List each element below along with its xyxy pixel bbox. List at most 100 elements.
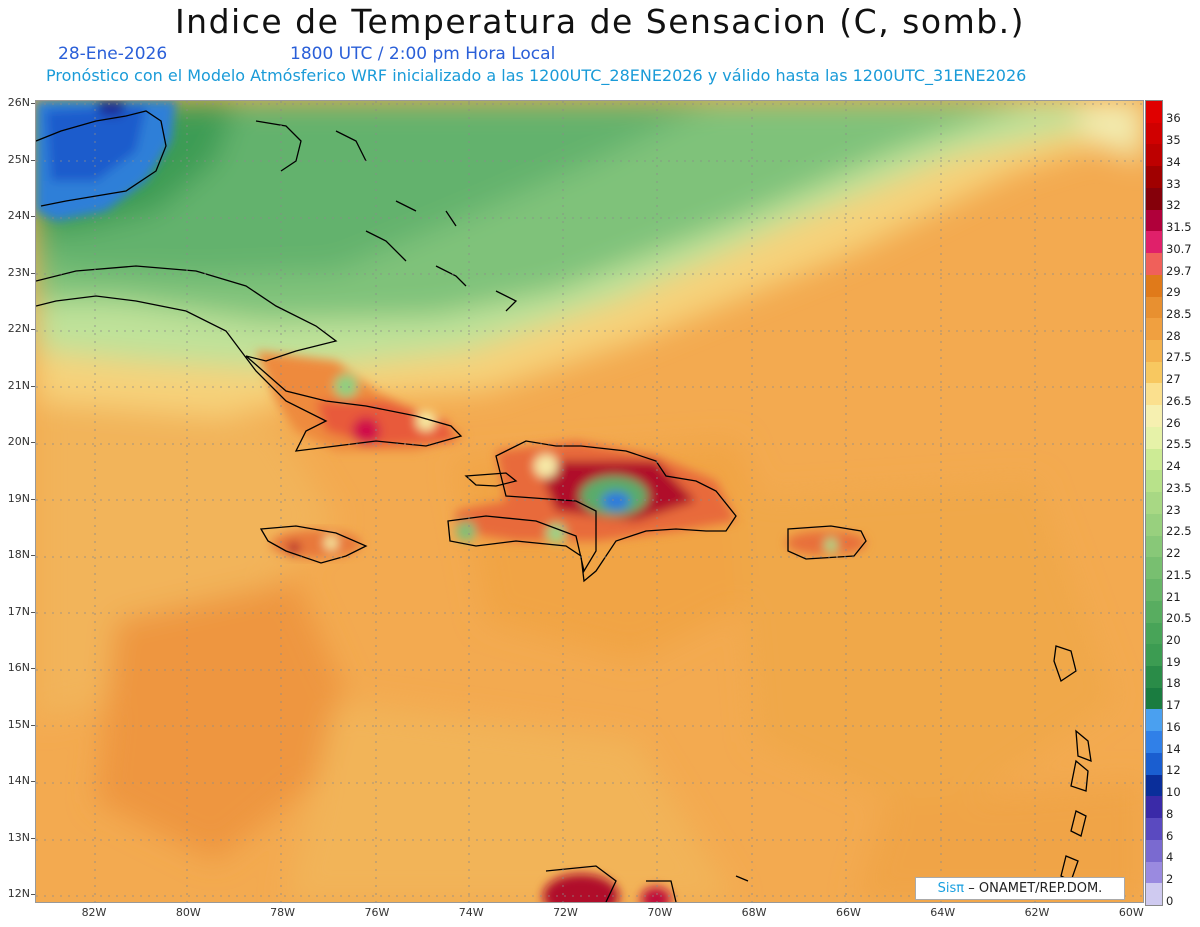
- colorbar-label: 22: [1166, 546, 1181, 561]
- colorbar-label: 35: [1166, 133, 1181, 148]
- colorbar-label: 18: [1166, 676, 1181, 691]
- lesser-antilles-coast: [1053, 645, 1077, 683]
- colorbar-cell: [1146, 796, 1162, 819]
- colorbar-label: 0: [1166, 893, 1174, 908]
- colorbar-cell: [1146, 448, 1162, 471]
- colorbar-cell: [1146, 839, 1162, 863]
- warm-region-puerto-rico: [786, 531, 866, 555]
- colorbar-cell: [1146, 187, 1162, 211]
- colorbar-cell: [1146, 731, 1162, 754]
- colorbar-label: 10: [1166, 785, 1181, 800]
- lat-label: 22N: [7, 322, 30, 335]
- colorbar-cell: [1146, 492, 1162, 515]
- colorbar-label: 21.5: [1166, 567, 1192, 582]
- coastlines: [36, 110, 1092, 902]
- lon-label: 60W: [1118, 906, 1144, 919]
- colorbar-label: 33: [1166, 176, 1181, 191]
- temperature-field: [36, 101, 1143, 902]
- map-title: Indice de Temperatura de Sensacion (C, s…: [174, 2, 1026, 41]
- lat-tick: [31, 611, 35, 613]
- lat-label: 14N: [7, 774, 30, 787]
- colorbar-label: 30.7: [1166, 241, 1192, 256]
- colorbar-cell: [1146, 318, 1162, 341]
- tci-coast: [464, 472, 518, 487]
- lat-tick: [31, 781, 35, 782]
- colorbar-cell: [1146, 861, 1162, 884]
- colorbar-cell: [1146, 709, 1162, 732]
- lat-tick: [31, 216, 35, 217]
- model-description: Pronóstico con el Modelo Atmósferico WRF…: [46, 66, 1027, 85]
- colorbar-cell: [1146, 296, 1162, 319]
- colorbar-cell: [1146, 209, 1162, 232]
- colorbar-label: 16: [1166, 719, 1181, 734]
- lat-label: 16N: [7, 661, 30, 674]
- colorbar-label: 28: [1166, 328, 1181, 343]
- lat-label: 13N: [7, 830, 30, 844]
- lat-label: 15N: [7, 717, 30, 731]
- lat-label: 24N: [7, 209, 30, 222]
- lon-label: 66W: [835, 906, 861, 919]
- colorbar-cell: [1146, 818, 1162, 841]
- forecast-time: 1800 UTC / 2:00 pm Hora Local: [290, 44, 556, 64]
- colorbar-cell: [1146, 513, 1162, 537]
- lat-label: 17N: [7, 604, 30, 618]
- lat-tick: [31, 894, 35, 895]
- colorbar-label: 2: [1166, 872, 1174, 886]
- colorbar-label: 8: [1166, 806, 1174, 821]
- colorbar-cell: [1146, 470, 1162, 493]
- lat-label: 18N: [7, 548, 30, 561]
- lon-label: 74W: [458, 906, 484, 919]
- colorbar-cell: [1146, 253, 1162, 276]
- colorbar-label: 24: [1166, 459, 1181, 474]
- colorbar-cell: [1146, 274, 1162, 298]
- lat-label: 21N: [7, 378, 30, 392]
- lon-label: 68W: [741, 906, 767, 919]
- lat-tick: [31, 724, 35, 726]
- colorbar-label: 27: [1166, 372, 1181, 387]
- colorbar-label: 21: [1166, 589, 1181, 604]
- lat-tick: [31, 103, 35, 104]
- florida-coast: [36, 110, 167, 207]
- colorbar-cell: [1146, 122, 1162, 145]
- colorbar-label: 17: [1166, 698, 1181, 713]
- colorbar-label: 20: [1166, 632, 1181, 647]
- colorbar-label: 14: [1166, 741, 1181, 756]
- cold-region-florida: [36, 101, 176, 221]
- heat-index-map: [35, 100, 1144, 903]
- lat-label: 19N: [7, 491, 30, 505]
- colorbar-cell: [1146, 535, 1162, 558]
- lon-label: 64W: [930, 906, 956, 919]
- colorbar-cell: [1146, 883, 1162, 906]
- lon-label: 80W: [175, 906, 201, 919]
- lat-tick: [31, 272, 35, 274]
- colorbar: [1145, 100, 1163, 906]
- colorbar-label: 20.5: [1166, 611, 1192, 626]
- colorbar-label: 25.5: [1166, 437, 1192, 452]
- colorbar-cell: [1146, 144, 1162, 167]
- colorbar-label: 22.5: [1166, 524, 1192, 539]
- puerto-rico-coast: [787, 525, 867, 560]
- warm-region-south: [543, 874, 671, 902]
- lon-label: 82W: [81, 906, 107, 919]
- colorbar-cell: [1146, 101, 1162, 124]
- lon-label: 72W: [553, 906, 578, 919]
- lon-label: 62W: [1024, 906, 1050, 919]
- lat-tick: [31, 668, 35, 669]
- colorbar-cell: [1146, 579, 1162, 602]
- lat-tick: [31, 159, 35, 161]
- colorbar-label: 23.5: [1166, 480, 1192, 495]
- colorbar-label: 32: [1166, 198, 1181, 213]
- colorbar-cell: [1146, 600, 1162, 623]
- lat-tick: [31, 555, 35, 556]
- map-canvas: [36, 101, 1143, 902]
- sis-logo-text: Sisπ: [937, 881, 965, 896]
- warm-region-jamaica: [271, 530, 361, 558]
- colorbar-cell: [1146, 426, 1162, 450]
- colorbar-cell: [1146, 752, 1162, 776]
- lon-label: 76W: [364, 906, 390, 919]
- warm-region-cuba: [256, 351, 466, 451]
- hispaniola-coast: [447, 440, 737, 583]
- lat-label: 12N: [7, 887, 30, 900]
- lat-label: 26N: [7, 96, 30, 109]
- lat-tick: [31, 498, 35, 500]
